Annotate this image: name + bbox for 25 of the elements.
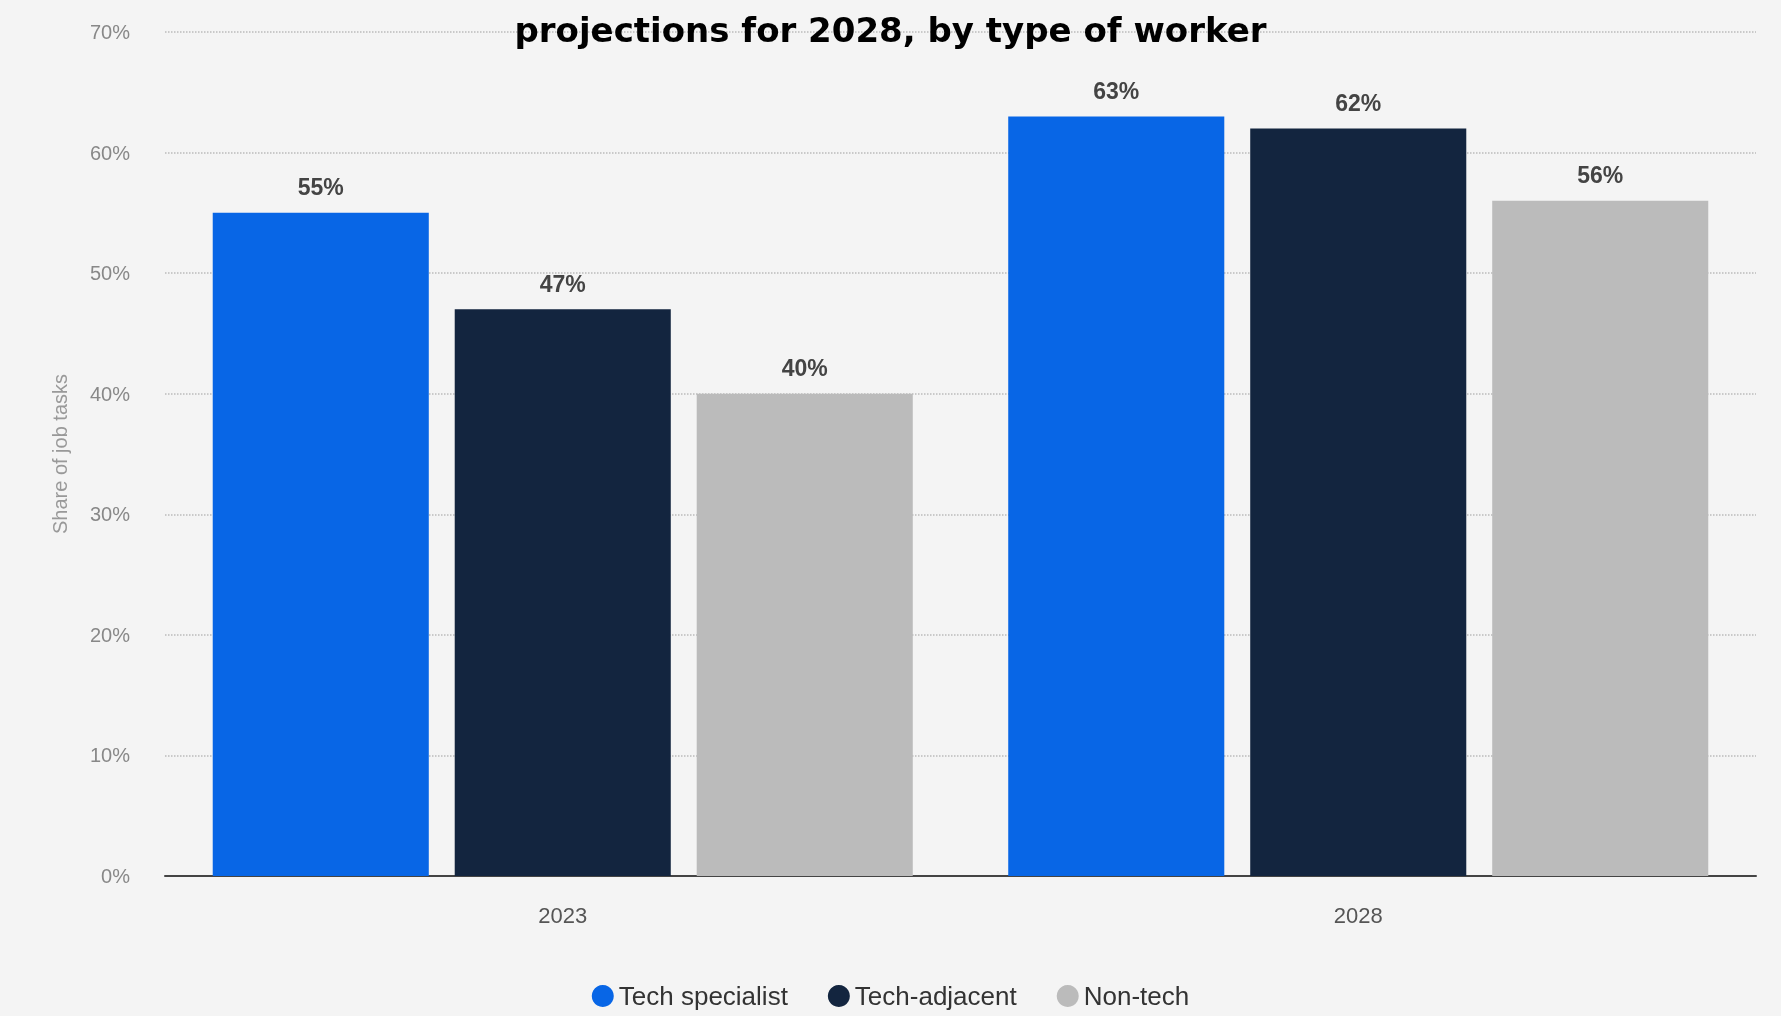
y-tick-label: 10% [89, 744, 131, 767]
x-tick-label: 2023 [538, 902, 588, 928]
bar [212, 212, 429, 876]
bar [454, 309, 671, 876]
y-tick-label: 70% [89, 21, 131, 43]
chart-title: projections for 2028, by type of worker [514, 10, 1267, 50]
data-label: 62% [1335, 89, 1382, 116]
data-label: 56% [1577, 162, 1624, 189]
bar [1250, 128, 1467, 876]
y-axis-title: Share of job tasks [49, 373, 71, 535]
x-tick-label: 2028 [1333, 902, 1383, 928]
data-label: 55% [297, 174, 344, 201]
bar [1008, 116, 1225, 876]
y-tick-label: 30% [89, 503, 131, 526]
y-tick-label: 40% [89, 382, 131, 405]
y-tick-label: 0% [101, 865, 131, 887]
y-tick-label: 60% [89, 141, 131, 164]
y-tick-label: 50% [89, 262, 131, 285]
y-tick-label: 20% [89, 623, 131, 646]
legend-label: Non-tech [1083, 981, 1190, 1011]
legend-label: Tech specialist [618, 981, 789, 1011]
legend-label: Tech-adjacent [854, 981, 1018, 1011]
data-label: 40% [781, 355, 828, 382]
data-label: 63% [1093, 77, 1140, 104]
data-label: 47% [539, 270, 586, 297]
